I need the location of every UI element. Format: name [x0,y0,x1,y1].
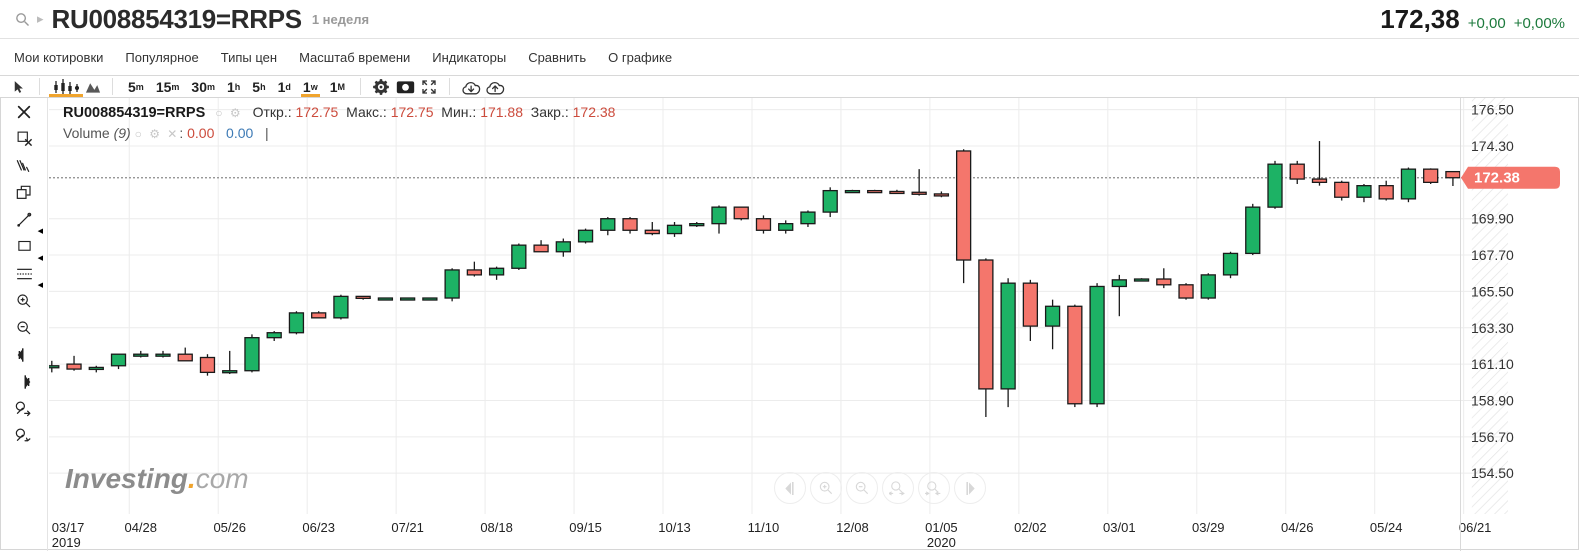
svg-text:176.50: 176.50 [1471,102,1514,118]
svg-text:169.90: 169.90 [1471,211,1514,227]
svg-text:172.38: 172.38 [1474,170,1520,187]
svg-text:154.50: 154.50 [1471,465,1514,481]
svg-text:163.30: 163.30 [1471,320,1514,336]
svg-text:165.50: 165.50 [1471,283,1514,299]
svg-text:156.70: 156.70 [1471,429,1514,445]
svg-text:167.70: 167.70 [1471,247,1514,263]
svg-text:174.30: 174.30 [1471,138,1514,154]
svg-text:161.10: 161.10 [1471,356,1514,372]
svg-text:158.90: 158.90 [1471,392,1514,408]
